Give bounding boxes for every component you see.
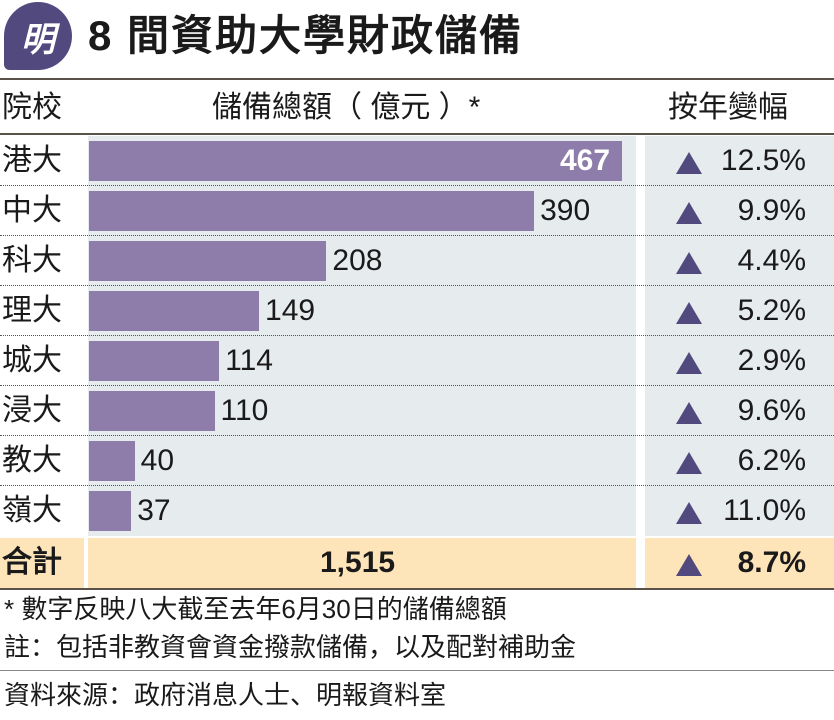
table-row: 理大 149 5.2% — [0, 285, 834, 336]
change-label: 9.9% — [737, 194, 806, 227]
bar — [89, 141, 622, 181]
source: 資料來源：政府消息人士、明報資料室 — [4, 680, 447, 710]
row-divider — [0, 485, 834, 486]
category-label: 中大 — [2, 194, 62, 227]
divider — [0, 78, 834, 80]
value-label: 467 — [560, 144, 611, 177]
bar — [89, 241, 327, 281]
table-row: 教大 40 6.2% — [0, 435, 834, 486]
header-category: 院校 — [2, 91, 62, 124]
bar — [89, 491, 132, 531]
table-row: 中大 390 9.9% — [0, 185, 834, 236]
total-change: 8.7% — [737, 546, 806, 579]
table-row: 港大 467 12.5% — [0, 136, 834, 186]
up-triangle-icon — [676, 352, 702, 374]
total-row: 合計 1,515 8.7% — [0, 538, 834, 588]
bar — [89, 191, 535, 231]
up-triangle-icon — [676, 252, 702, 274]
category-label: 浸大 — [2, 394, 62, 427]
bar — [89, 441, 135, 481]
up-triangle-icon — [676, 202, 702, 224]
divider — [0, 670, 834, 671]
bar — [89, 391, 215, 431]
category-label: 理大 — [2, 294, 62, 327]
category-label: 教大 — [2, 444, 62, 477]
footnote: 註：包括非教資會資金撥款儲備，以及配對補助金 — [4, 632, 577, 662]
total-label-background — [0, 538, 84, 588]
divider — [0, 133, 834, 135]
value-label: 40 — [140, 444, 175, 477]
row-divider — [0, 335, 834, 336]
value-label: 390 — [540, 194, 591, 227]
divider — [0, 588, 834, 590]
total-value: 1,515 — [320, 546, 396, 579]
table-row: 城大 114 2.9% — [0, 335, 834, 386]
total-label: 合計 — [2, 546, 62, 579]
change-label: 5.2% — [737, 294, 806, 327]
header-value: 儲備總額（ 億元 ）* — [212, 91, 481, 124]
row-divider — [0, 235, 834, 236]
logo: 明 — [4, 2, 72, 70]
value-label: 110 — [220, 394, 269, 427]
change-label: 11.0% — [723, 494, 806, 527]
value-label: 149 — [265, 294, 316, 327]
category-label: 港大 — [2, 144, 62, 177]
change-label: 9.6% — [737, 394, 806, 427]
total-value-background — [88, 538, 636, 588]
row-divider — [0, 385, 834, 386]
up-triangle-icon — [676, 452, 702, 474]
up-triangle-icon — [676, 402, 702, 424]
up-triangle-icon — [676, 302, 702, 324]
change-label: 12.5% — [720, 144, 806, 177]
bar — [89, 341, 220, 381]
change-label: 6.2% — [737, 444, 806, 477]
category-label: 科大 — [2, 244, 62, 277]
row-divider — [0, 435, 834, 436]
row-divider — [0, 285, 834, 286]
category-label: 城大 — [2, 344, 62, 377]
up-triangle-icon — [676, 502, 702, 524]
footnote: * 數字反映八大截至去年6月30日的儲備總額 — [4, 594, 507, 624]
change-label: 2.9% — [737, 344, 806, 377]
bar — [89, 291, 260, 331]
category-label: 嶺大 — [2, 494, 62, 527]
value-label: 37 — [137, 494, 171, 527]
chart-title: 8 間資助大學財政儲備 — [88, 12, 524, 59]
up-triangle-icon — [676, 152, 702, 174]
table-row: 嶺大 37 11.0% — [0, 485, 834, 536]
value-label: 208 — [332, 244, 383, 277]
header-change: 按年變幅 — [668, 91, 788, 124]
up-triangle-icon — [676, 554, 702, 576]
change-label: 4.4% — [737, 244, 806, 277]
row-divider — [0, 185, 834, 186]
table-row: 浸大 110 9.6% — [0, 385, 834, 436]
value-label: 114 — [225, 344, 273, 377]
table-row: 科大 208 4.4% — [0, 235, 834, 286]
